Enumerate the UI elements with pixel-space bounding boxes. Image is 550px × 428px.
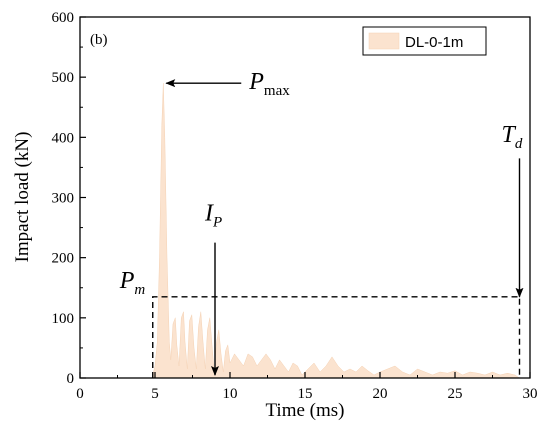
y-tick-label: 400 bbox=[52, 130, 75, 146]
pmax-label-main: P bbox=[248, 69, 264, 95]
series-area-dl-0-1m bbox=[80, 83, 521, 379]
x-tick-label: 5 bbox=[151, 386, 159, 402]
annotation-pmax: Pmax bbox=[165, 69, 290, 99]
pm-label: Pm bbox=[119, 268, 146, 298]
x-tick-label: 15 bbox=[298, 386, 313, 402]
x-axis-ticks: 0 5 10 15 20 25 30 bbox=[76, 372, 538, 402]
annotation-td: Td bbox=[502, 122, 524, 298]
x-tick-label: 10 bbox=[223, 386, 238, 402]
y-tick-label: 200 bbox=[52, 251, 75, 267]
ip-label-sub: P bbox=[212, 214, 222, 230]
x-tick-label: 0 bbox=[76, 386, 84, 402]
ip-label-main: I bbox=[204, 200, 214, 226]
td-label-main: T bbox=[502, 122, 517, 148]
y-tick-label: 0 bbox=[67, 371, 75, 387]
y-tick-label: 100 bbox=[52, 311, 75, 327]
y-axis-label: Impact load (kN) bbox=[12, 132, 33, 263]
pm-label-main: P bbox=[119, 268, 135, 294]
pmax-label: Pmax bbox=[248, 69, 290, 99]
legend: DL-0-1m bbox=[362, 26, 487, 56]
legend-swatch bbox=[368, 32, 400, 50]
td-label: Td bbox=[502, 122, 523, 152]
x-tick-label: 25 bbox=[448, 386, 463, 402]
x-tick-label: 20 bbox=[373, 386, 388, 402]
legend-label: DL-0-1m bbox=[405, 34, 463, 51]
y-tick-label: 300 bbox=[52, 191, 75, 207]
x-tick-label: 30 bbox=[523, 386, 538, 402]
panel-label: (b) bbox=[90, 32, 108, 48]
ip-label: IP bbox=[204, 200, 222, 230]
x-axis-label: Time (ms) bbox=[265, 400, 344, 421]
y-axis-ticks: 0 100 200 300 400 500 600 bbox=[52, 10, 86, 387]
pmax-label-sub: max bbox=[264, 83, 290, 99]
td-label-sub: d bbox=[515, 136, 523, 152]
annotation-ip: IP bbox=[204, 200, 222, 376]
y-tick-label: 500 bbox=[52, 70, 75, 86]
pm-label-sub: m bbox=[134, 282, 145, 298]
pm-dashed-box bbox=[152, 296, 521, 378]
plot-frame bbox=[79, 16, 531, 379]
y-tick-label: 600 bbox=[52, 10, 75, 26]
